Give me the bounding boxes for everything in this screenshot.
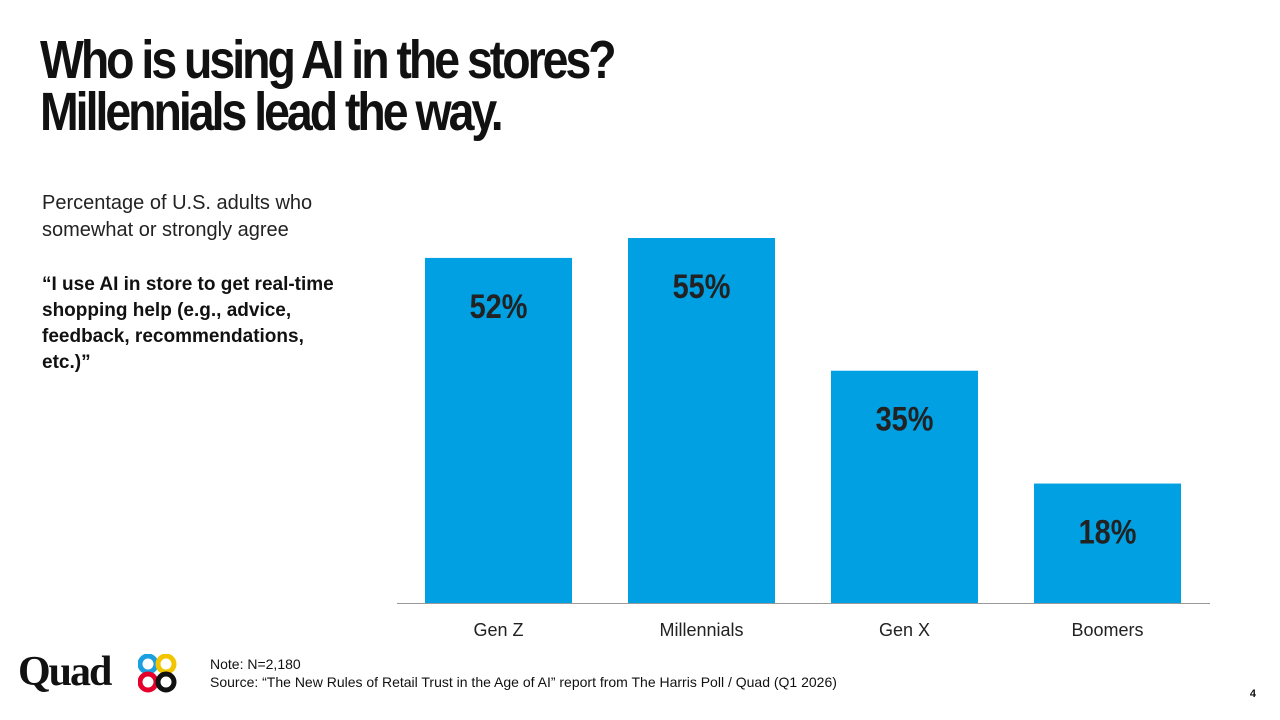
title-line-1: Who is using AI in the stores? — [40, 30, 617, 90]
data-label: 18% — [1079, 512, 1137, 551]
page-title: Who is using AI in the stores? Millennial… — [40, 33, 617, 139]
data-label: 35% — [876, 399, 934, 438]
logo-text: Quad — [18, 649, 112, 695]
data-label: 52% — [470, 287, 528, 326]
category-label: Gen X — [879, 620, 930, 640]
chart-subtitle: Percentage of U.S. adults who somewhat o… — [42, 192, 313, 241]
page-number: 4 — [1249, 688, 1256, 700]
category-label: Gen Z — [473, 620, 523, 640]
title-line-2: Millennials lead the way. — [40, 82, 504, 142]
survey-statement: “I use AI in store to get real-time shop… — [42, 274, 334, 373]
bar-millennials — [628, 238, 775, 603]
footnote: Note: N=2,180 Source: “The New Rules of … — [210, 655, 837, 691]
category-label: Boomers — [1071, 620, 1143, 640]
data-label: 55% — [673, 267, 731, 306]
logo-mark-icon — [138, 654, 177, 693]
bar-gen-x — [831, 370, 978, 603]
bar-gen-z — [425, 257, 572, 603]
note-text: Note: N=2,180 — [210, 656, 301, 672]
category-label: Millennials — [659, 620, 743, 640]
source-text: Source: “The New Rules of Retail Trust i… — [210, 674, 837, 690]
bar-boomers — [1034, 483, 1181, 603]
